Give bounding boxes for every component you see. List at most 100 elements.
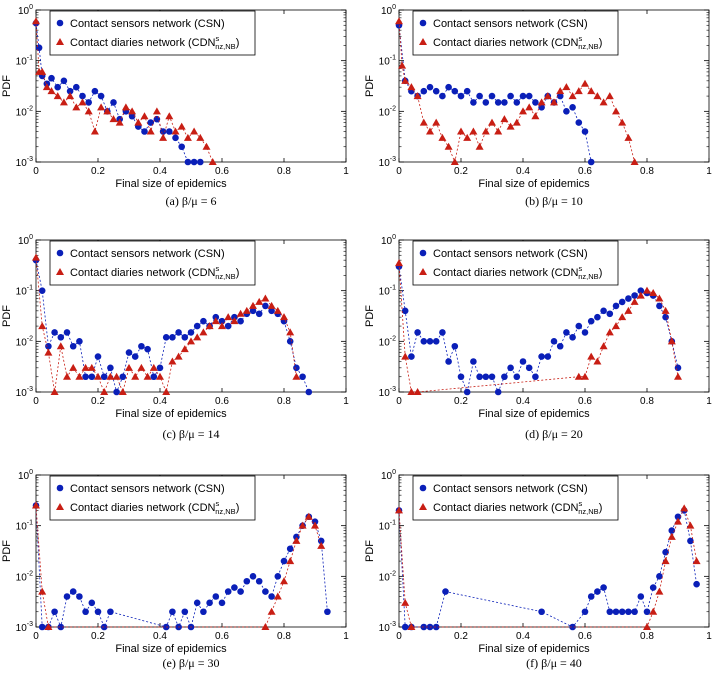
y-tick-label: 10-3 bbox=[379, 386, 396, 399]
x-tick-label: 0.4 bbox=[516, 166, 530, 177]
data-point bbox=[395, 17, 403, 25]
y-axis-label: PDF bbox=[1, 75, 13, 97]
data-point bbox=[298, 521, 307, 529]
data-point bbox=[172, 134, 179, 142]
data-point bbox=[63, 372, 71, 380]
panel-caption: (b) β/μ = 10 bbox=[525, 194, 583, 208]
data-point bbox=[311, 521, 319, 529]
data-point bbox=[51, 329, 58, 336]
data-point bbox=[593, 92, 602, 100]
data-point bbox=[38, 287, 46, 294]
data-point bbox=[156, 364, 164, 372]
data-point bbox=[87, 363, 96, 371]
data-point bbox=[193, 333, 202, 341]
data-point bbox=[439, 329, 446, 336]
data-point bbox=[73, 83, 80, 91]
data-point bbox=[674, 372, 682, 380]
data-point bbox=[606, 608, 614, 616]
data-point bbox=[166, 128, 173, 135]
data-point bbox=[97, 103, 106, 111]
y-tick-label: 10-3 bbox=[379, 156, 396, 169]
y-axis-label: PDF bbox=[364, 305, 376, 327]
x-axis-label: Final size of epidemics bbox=[478, 643, 590, 655]
data-point bbox=[171, 127, 180, 135]
data-point bbox=[236, 309, 245, 317]
data-point bbox=[280, 557, 288, 565]
data-point bbox=[637, 593, 645, 600]
data-point bbox=[187, 337, 195, 345]
data-point bbox=[59, 98, 68, 106]
data-point bbox=[218, 322, 226, 330]
data-point bbox=[692, 557, 701, 565]
data-point bbox=[299, 373, 306, 381]
data-point bbox=[231, 313, 238, 321]
data-point bbox=[432, 338, 440, 345]
panel-caption: (a) β/μ = 6 bbox=[166, 194, 217, 208]
legend-box bbox=[412, 240, 619, 286]
data-point bbox=[401, 598, 410, 606]
data-point bbox=[594, 313, 601, 321]
data-point bbox=[45, 342, 52, 350]
y-tick-label: 10-2 bbox=[379, 105, 396, 118]
data-point bbox=[395, 506, 403, 514]
x-tick-label: 0.2 bbox=[454, 631, 468, 642]
data-point bbox=[656, 302, 663, 310]
data-point bbox=[66, 87, 74, 95]
x-tick-label: 0 bbox=[396, 166, 402, 177]
data-point bbox=[618, 608, 626, 616]
data-point bbox=[100, 623, 108, 631]
data-point bbox=[94, 353, 102, 360]
data-point bbox=[476, 92, 483, 100]
data-point bbox=[293, 533, 300, 541]
data-point bbox=[82, 608, 89, 616]
x-tick-label: 0.4 bbox=[153, 631, 167, 642]
x-tick-label: 0 bbox=[33, 396, 39, 407]
data-point bbox=[525, 92, 533, 100]
data-point bbox=[63, 329, 71, 336]
data-point bbox=[243, 577, 251, 585]
data-point bbox=[159, 128, 167, 135]
data-point bbox=[187, 329, 195, 336]
data-point bbox=[169, 608, 176, 616]
data-point bbox=[112, 372, 121, 380]
data-point bbox=[413, 388, 422, 395]
series-line bbox=[35, 505, 328, 629]
data-point bbox=[587, 352, 596, 360]
data-point bbox=[667, 532, 676, 540]
legend-label-csn: Contact sensors network (CSN) bbox=[433, 483, 588, 495]
data-point bbox=[134, 118, 143, 126]
x-tick-label: 0 bbox=[396, 631, 402, 642]
x-tick-label: 1 bbox=[706, 166, 712, 177]
data-point bbox=[550, 338, 558, 345]
data-point bbox=[407, 388, 416, 395]
x-tick-label: 0.6 bbox=[215, 631, 229, 642]
legend-box bbox=[49, 10, 256, 56]
series-cdn bbox=[395, 504, 701, 630]
x-tick-label: 0.2 bbox=[454, 166, 468, 177]
data-point bbox=[165, 112, 174, 120]
data-point bbox=[507, 364, 514, 372]
data-point bbox=[661, 557, 670, 565]
series-line bbox=[398, 266, 679, 394]
data-point bbox=[205, 322, 214, 330]
data-point bbox=[408, 353, 415, 360]
data-point bbox=[501, 99, 508, 106]
y-tick-label: 100 bbox=[18, 469, 33, 482]
data-point bbox=[324, 608, 331, 616]
data-point bbox=[463, 87, 471, 95]
data-point bbox=[667, 337, 676, 345]
data-point bbox=[618, 298, 626, 306]
data-point bbox=[550, 98, 558, 106]
legend: Contact sensors network (CSN) Contact dia… bbox=[412, 10, 619, 56]
data-point bbox=[649, 584, 657, 591]
series-csn bbox=[32, 256, 313, 396]
data-point bbox=[469, 127, 478, 135]
data-point bbox=[137, 363, 146, 371]
data-point bbox=[156, 372, 164, 380]
y-axis-label: PDF bbox=[364, 75, 376, 97]
x-tick-label: 0.4 bbox=[153, 166, 167, 177]
data-point bbox=[556, 87, 565, 95]
data-point bbox=[451, 87, 459, 95]
x-tick-label: 0 bbox=[396, 396, 402, 407]
